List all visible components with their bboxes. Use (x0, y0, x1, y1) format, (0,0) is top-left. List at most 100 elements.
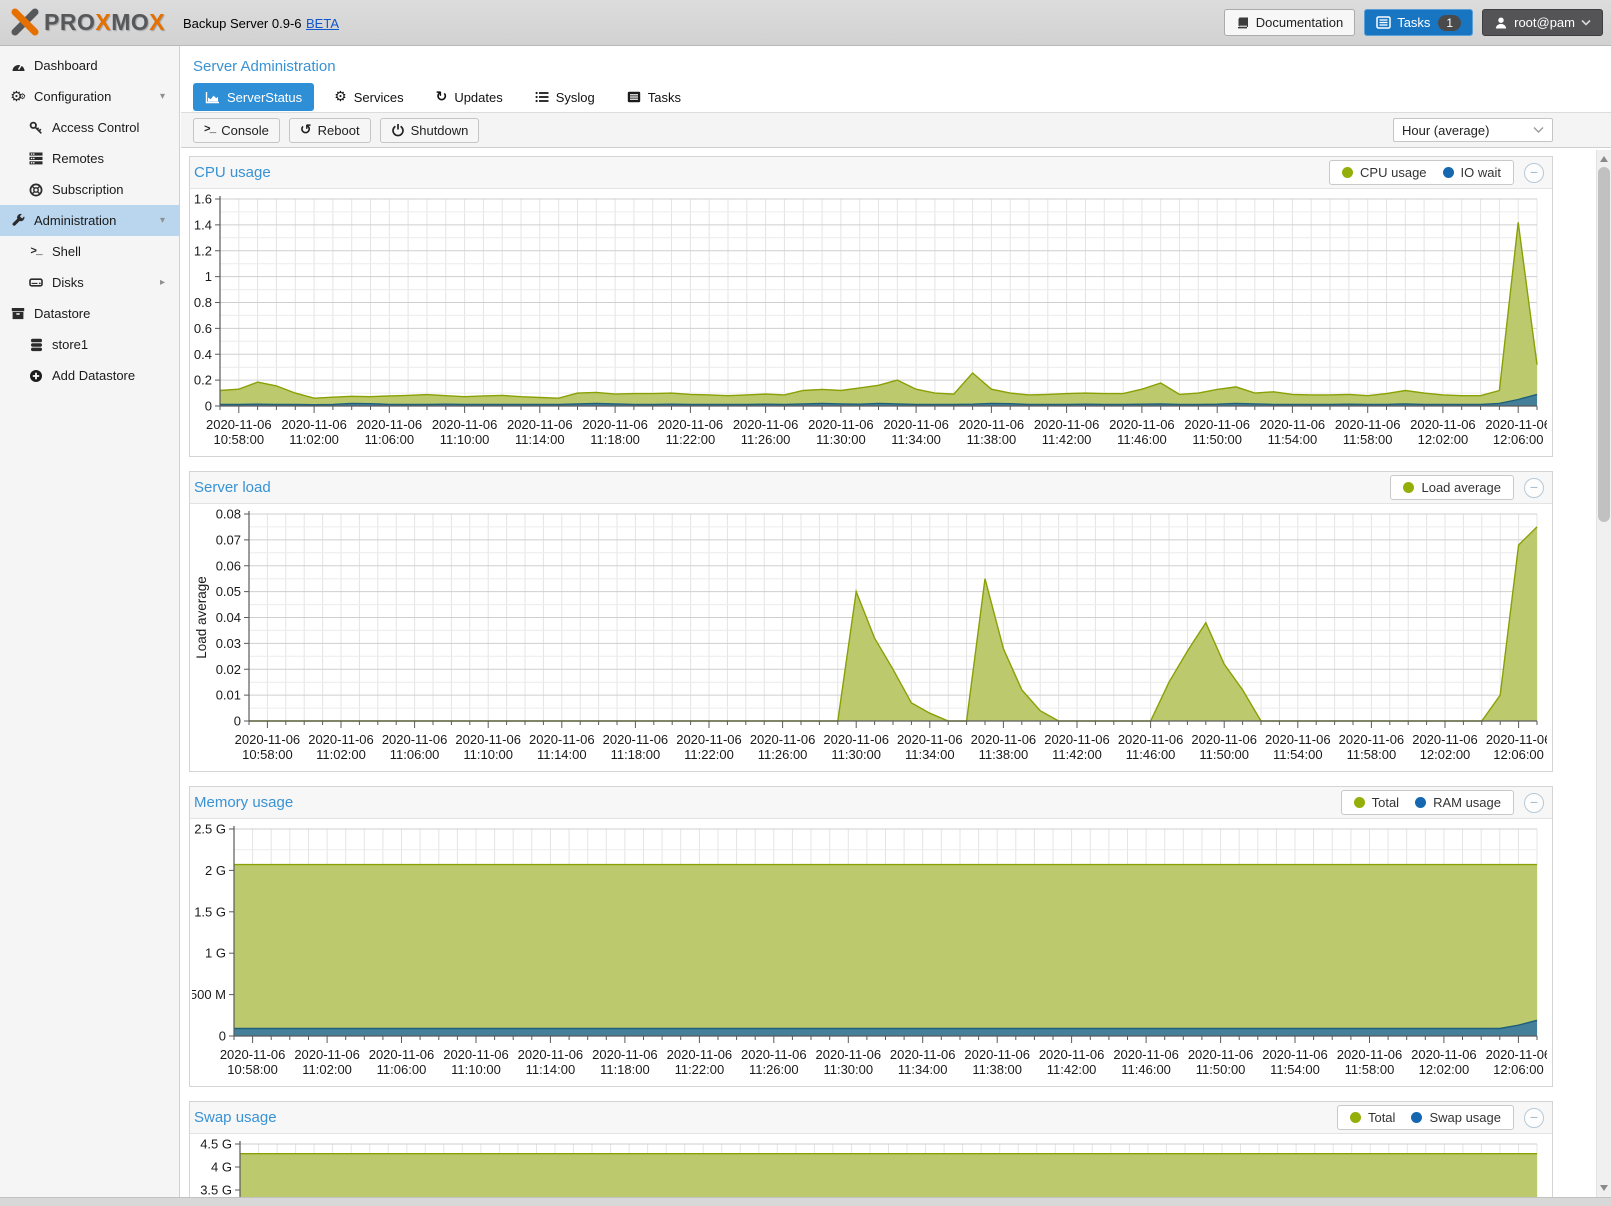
sidebar-item-label: Administration (34, 213, 116, 228)
book-icon (1236, 16, 1250, 30)
legend-dot (1354, 797, 1365, 808)
svg-text:0.8: 0.8 (194, 295, 212, 310)
caret-down-icon[interactable]: ▾ (160, 91, 165, 102)
legend-item: Total (1354, 795, 1399, 810)
scroll-up-arrow[interactable] (1600, 156, 1608, 162)
svg-text:0: 0 (219, 1029, 226, 1044)
caret-right-icon: ▸ (160, 277, 165, 288)
archive-box-icon (10, 307, 26, 321)
svg-text:2020-11-0611:34:00: 2020-11-0611:34:00 (890, 1047, 956, 1077)
legend: Total RAM usage (1341, 790, 1514, 815)
scroll-down-arrow[interactable] (1600, 1185, 1608, 1191)
svg-text:2020-11-0611:42:00: 2020-11-0611:42:00 (1034, 417, 1100, 447)
panel-title: Memory usage (194, 794, 1341, 811)
sidebar-item-add-datastore[interactable]: Add Datastore (0, 360, 179, 391)
gears-icon: ⚙ (334, 90, 347, 104)
memory-usage-chart: 0500 M1 G1.5 G2 G2.5 G2020-11-0610:58:00… (192, 821, 1552, 1083)
collapse-panel-button[interactable]: − (1524, 163, 1544, 183)
svg-text:2020-11-0611:38:00: 2020-11-0611:38:00 (964, 1047, 1030, 1077)
sidebar-item-label: Configuration (34, 89, 111, 104)
panel-title: Swap usage (194, 1109, 1337, 1126)
svg-text:2020-11-0611:42:00: 2020-11-0611:42:00 (1039, 1047, 1105, 1077)
svg-text:2020-11-0611:22:00: 2020-11-0611:22:00 (667, 1047, 733, 1077)
svg-text:2020-11-0611:38:00: 2020-11-0611:38:00 (971, 732, 1037, 762)
svg-text:2020-11-0611:02:00: 2020-11-0611:02:00 (308, 732, 374, 762)
svg-text:0.03: 0.03 (216, 636, 241, 651)
legend-dot (1443, 167, 1454, 178)
reboot-button[interactable]: ↺ Reboot (289, 118, 371, 143)
sidebar-item-access-control[interactable]: Access Control (0, 112, 179, 143)
scrollbar-thumb[interactable] (1598, 167, 1610, 522)
tab-updates[interactable]: ↻ Updates (424, 83, 515, 111)
svg-text:2020-11-0611:46:00: 2020-11-0611:46:00 (1113, 1047, 1179, 1077)
svg-text:2020-11-0610:58:00: 2020-11-0610:58:00 (220, 1047, 286, 1077)
svg-text:2020-11-0611:14:00: 2020-11-0611:14:00 (529, 732, 595, 762)
console-button[interactable]: >_ Console (193, 118, 280, 143)
sidebar-item-disks[interactable]: Disks ▸ (0, 267, 179, 298)
console-label: Console (221, 123, 269, 138)
svg-text:2020-11-0611:10:00: 2020-11-0611:10:00 (455, 732, 521, 762)
shutdown-button[interactable]: Shutdown (380, 118, 480, 143)
svg-text:3.5 G: 3.5 G (200, 1183, 232, 1198)
gears-icon: ⚙⚙ (10, 90, 26, 104)
sidebar-item-configuration[interactable]: ⚙⚙ Configuration ▾ (0, 81, 179, 112)
beta-link[interactable]: BETA (306, 16, 339, 31)
user-menu-button[interactable]: root@pam (1482, 9, 1603, 36)
svg-text:2020-11-0610:58:00: 2020-11-0610:58:00 (206, 417, 272, 447)
svg-text:2020-11-0611:30:00: 2020-11-0611:30:00 (808, 417, 874, 447)
top-header-bar: PROXMOX Backup Server 0.9-6 BETA Documen… (0, 0, 1611, 46)
area-chart-icon (205, 91, 220, 104)
svg-text:Load average: Load average (194, 576, 209, 659)
svg-text:0.04: 0.04 (216, 610, 241, 625)
sidebar-item-remotes[interactable]: Remotes (0, 143, 179, 174)
sidebar-item-subscription[interactable]: Subscription (0, 174, 179, 205)
vertical-scrollbar[interactable] (1596, 150, 1611, 1197)
sidebar-item-datastore[interactable]: Datastore (0, 298, 179, 329)
tab-syslog[interactable]: Syslog (523, 83, 607, 111)
sidebar-item-label: store1 (52, 337, 88, 352)
panel-cpu-usage: CPU usage CPU usage IO wait − 00.20.40.6… (189, 156, 1553, 457)
legend-item: Swap usage (1411, 1110, 1501, 1125)
chevron-down-icon (1533, 126, 1544, 134)
svg-text:0.6: 0.6 (194, 321, 212, 336)
reboot-label: Reboot (318, 123, 360, 138)
sidebar-item-label: Access Control (52, 120, 139, 135)
svg-text:0.2: 0.2 (194, 373, 212, 388)
timeframe-select[interactable]: Hour (average) (1393, 118, 1553, 142)
svg-text:2020-11-0611:10:00: 2020-11-0611:10:00 (432, 417, 498, 447)
svg-text:2020-11-0611:34:00: 2020-11-0611:34:00 (883, 417, 949, 447)
svg-text:0.08: 0.08 (216, 507, 241, 522)
collapse-panel-button[interactable]: − (1524, 793, 1544, 813)
svg-text:2020-11-0611:50:00: 2020-11-0611:50:00 (1188, 1047, 1254, 1077)
sidebar-item-administration[interactable]: Administration ▾ (0, 205, 179, 236)
svg-text:2020-11-0611:58:00: 2020-11-0611:58:00 (1335, 417, 1401, 447)
tab-bar: ServerStatus ⚙ Services ↻ Updates Syslog… (181, 83, 1611, 112)
legend: Total Swap usage (1337, 1105, 1514, 1130)
svg-text:1.2: 1.2 (194, 243, 212, 258)
collapse-panel-button[interactable]: − (1524, 478, 1544, 498)
tab-tasks[interactable]: Tasks (615, 83, 693, 111)
toolbar: >_ Console ↺ Reboot Shutdown Hour (avera… (181, 112, 1611, 148)
documentation-button[interactable]: Documentation (1224, 9, 1355, 36)
sidebar-item-shell[interactable]: >_ Shell (0, 236, 179, 267)
svg-text:2020-11-0611:42:00: 2020-11-0611:42:00 (1044, 732, 1110, 762)
svg-text:2020-11-0611:54:00: 2020-11-0611:54:00 (1260, 417, 1326, 447)
svg-text:2020-11-0611:22:00: 2020-11-0611:22:00 (658, 417, 724, 447)
charts-area: CPU usage CPU usage IO wait − 00.20.40.6… (181, 148, 1611, 1197)
tab-services[interactable]: ⚙ Services (322, 83, 415, 111)
bottom-scrollbar-track[interactable] (0, 1197, 1611, 1206)
tab-label: ServerStatus (227, 90, 302, 105)
terminal-icon: >_ (204, 124, 215, 136)
svg-text:0.02: 0.02 (216, 662, 241, 677)
sidebar-item-label: Subscription (52, 182, 124, 197)
collapse-panel-button[interactable]: − (1524, 1108, 1544, 1128)
tab-serverstatus[interactable]: ServerStatus (193, 83, 314, 111)
caret-down-icon[interactable]: ▾ (160, 215, 165, 226)
svg-text:2020-11-0612:02:00: 2020-11-0612:02:00 (1412, 732, 1478, 762)
sidebar-item-store1[interactable]: store1 (0, 329, 179, 360)
svg-text:2020-11-0612:06:00: 2020-11-0612:06:00 (1486, 1047, 1547, 1077)
tasks-button[interactable]: Tasks 1 (1364, 9, 1473, 36)
panel-server-load: Server load Load average − 00.010.020.03… (189, 471, 1553, 772)
panel-title: CPU usage (194, 164, 1329, 181)
sidebar-item-dashboard[interactable]: Dashboard (0, 50, 179, 81)
